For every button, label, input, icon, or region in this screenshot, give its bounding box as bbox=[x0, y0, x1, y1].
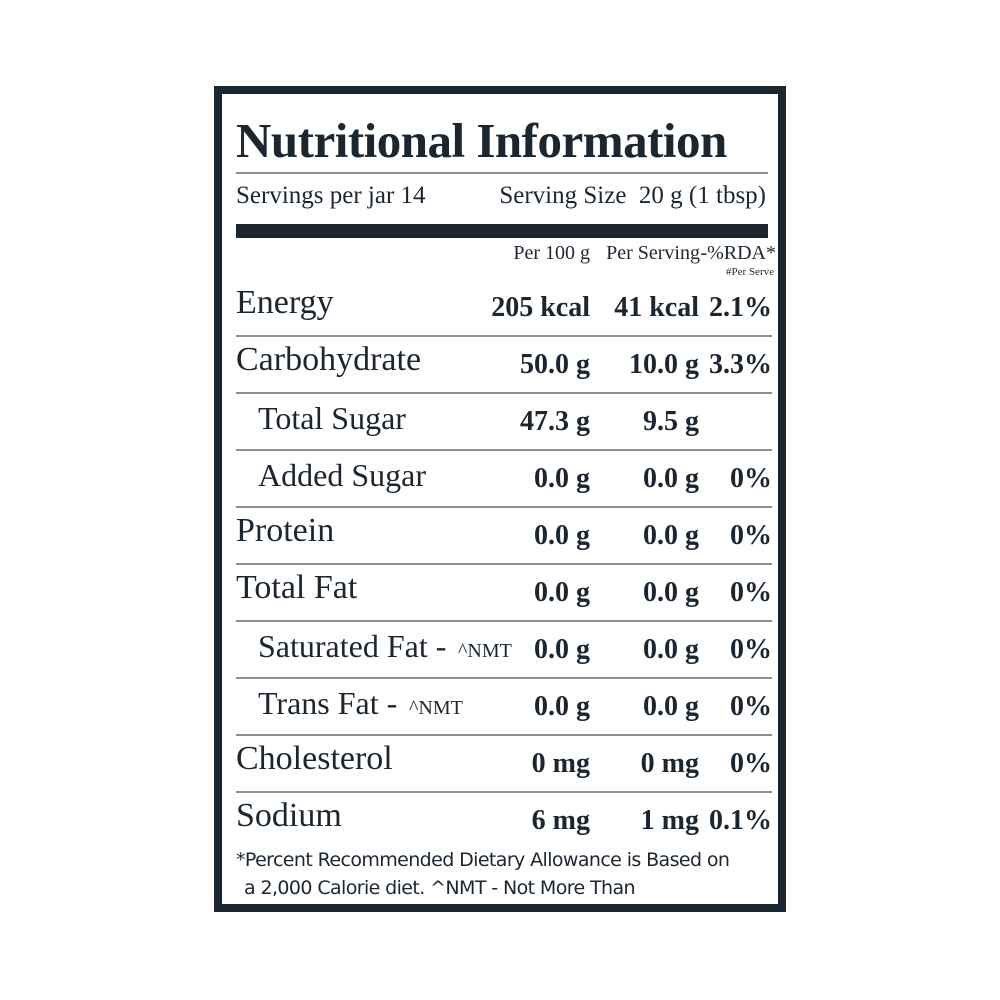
nutrient-row: Trans Fat - ^NMT 0.0 g 0.0 g 0% bbox=[236, 679, 772, 736]
per-100g: 50.0 g bbox=[520, 349, 590, 380]
nmt-note: ^NMT bbox=[458, 640, 512, 662]
per-serving: 0 mg bbox=[640, 748, 699, 779]
rda: 0% bbox=[730, 691, 772, 722]
rda: 2.1% bbox=[709, 292, 772, 323]
nutrient-name: Protein bbox=[236, 512, 335, 549]
nutrient-row: Cholesterol 0 mg 0 mg 0% bbox=[236, 736, 772, 793]
nutrient-row: Protein 0.0 g 0.0 g 0% bbox=[236, 508, 772, 565]
nutrient-name: Saturated Fat - bbox=[258, 628, 447, 664]
nutrient-name: Added Sugar bbox=[258, 457, 426, 493]
rda: 0% bbox=[730, 463, 772, 494]
per-100g: 0.0 g bbox=[534, 691, 590, 722]
thick-bar bbox=[236, 224, 768, 238]
nutrient-name: Total Sugar bbox=[258, 400, 406, 436]
rda: 0% bbox=[730, 520, 772, 551]
rda: 0.1% bbox=[709, 805, 772, 836]
per-serving: 0.0 g bbox=[643, 520, 699, 551]
per-serving: 0.0 g bbox=[643, 634, 699, 665]
nutrient-name: Total Fat bbox=[236, 569, 358, 606]
nmt-note: ^NMT bbox=[409, 697, 463, 719]
column-header: Per Serving bbox=[606, 242, 700, 264]
nutrient-name: Energy bbox=[236, 284, 334, 321]
nutrient-name: Trans Fat - bbox=[258, 685, 398, 721]
per-serving: 10.0 g bbox=[629, 349, 699, 380]
column-note: #Per Serve bbox=[726, 266, 774, 278]
nutrient-row: Carbohydrate 50.0 g 10.0 g 3.3% bbox=[236, 337, 772, 394]
per-serving: 0.0 g bbox=[643, 463, 699, 494]
nutrient-row: Added Sugar 0.0 g 0.0 g 0% bbox=[236, 451, 772, 508]
per-100g: 0.0 g bbox=[534, 520, 590, 551]
rda: 3.3% bbox=[709, 349, 772, 380]
per-100g: 0.0 g bbox=[534, 463, 590, 494]
rda: 0% bbox=[730, 577, 772, 608]
per-serving: 0.0 g bbox=[643, 577, 699, 608]
rda: 0% bbox=[730, 634, 772, 665]
per-100g: 0.0 g bbox=[534, 634, 590, 665]
per-100g: 6 mg bbox=[531, 805, 590, 836]
per-100g: 47.3 g bbox=[520, 406, 590, 437]
column-header: Per 100 g bbox=[513, 242, 590, 264]
nutrient-name: Cholesterol bbox=[236, 740, 393, 777]
per-serving: 9.5 g bbox=[643, 406, 699, 437]
nutrient-row: Energy 205 kcal 41 kcal 2.1% bbox=[236, 280, 772, 337]
per-100g: 0 mg bbox=[531, 748, 590, 779]
column-header: -%RDA* bbox=[700, 242, 776, 264]
nutrient-row: Sodium 6 mg 1 mg 0.1% bbox=[236, 793, 772, 848]
divider bbox=[236, 172, 768, 174]
nutrition-panel: Nutritional Information Servings per jar… bbox=[214, 86, 786, 912]
per-serving: 1 mg bbox=[640, 805, 699, 836]
nutrient-row: Saturated Fat - ^NMT 0.0 g 0.0 g 0% bbox=[236, 622, 772, 679]
footnote: *Percent Recommended Dietary Allowance i… bbox=[236, 849, 730, 871]
nutrient-row: Total Sugar 47.3 g 9.5 g bbox=[236, 394, 772, 451]
footnote: a 2,000 Calorie diet. ^NMT - Not More Th… bbox=[244, 877, 636, 899]
per-serving: 41 kcal bbox=[614, 292, 699, 323]
rda: 0% bbox=[730, 748, 772, 779]
per-100g: 205 kcal bbox=[491, 292, 590, 323]
nutrient-name: Carbohydrate bbox=[236, 341, 422, 378]
serving-size: Serving Size 20 g (1 tbsp) bbox=[499, 182, 766, 209]
per-serving: 0.0 g bbox=[643, 691, 699, 722]
nutrient-name: Sodium bbox=[236, 797, 342, 834]
nutrient-row: Total Fat 0.0 g 0.0 g 0% bbox=[236, 565, 772, 622]
title: Nutritional Information bbox=[236, 113, 727, 168]
servings: Servings per jar 14 bbox=[236, 182, 426, 209]
per-100g: 0.0 g bbox=[534, 577, 590, 608]
